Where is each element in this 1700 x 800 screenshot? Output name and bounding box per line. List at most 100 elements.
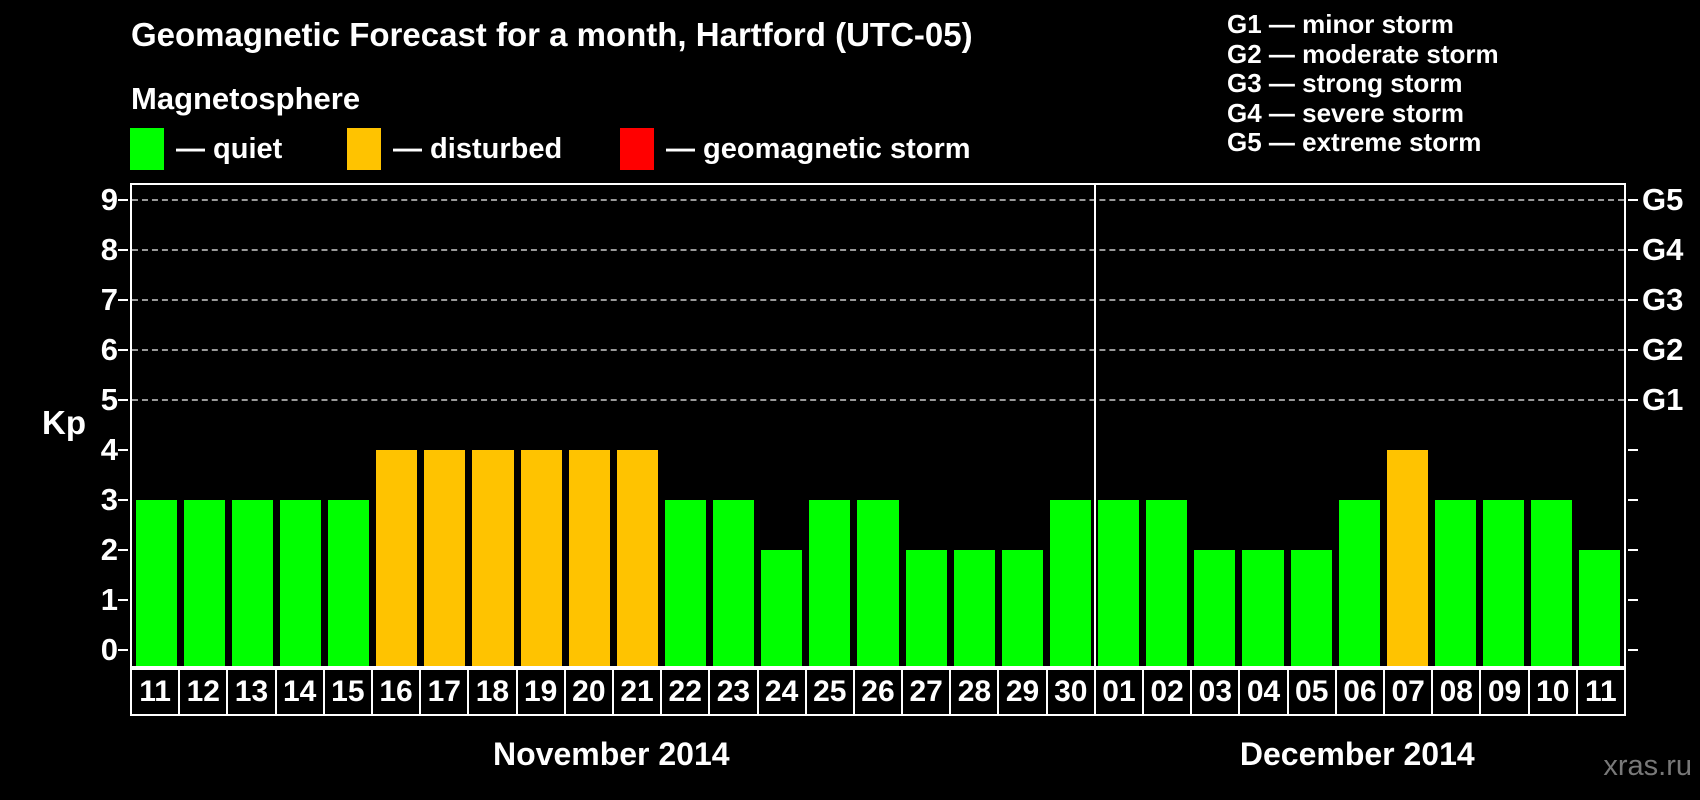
kp-bar <box>1386 450 1428 666</box>
y-tick-label: 4 <box>100 432 118 467</box>
kp-bar <box>1338 500 1380 666</box>
day-cell: 17 <box>421 670 468 714</box>
day-cell: 24 <box>758 670 805 714</box>
legend-item-quiet: — quiet <box>130 128 282 170</box>
y-tick-label: 3 <box>100 482 118 517</box>
magnetosphere-subtitle: Magnetosphere <box>131 81 361 116</box>
day-cell: 26 <box>854 670 902 714</box>
gridline-kp6 <box>132 349 1624 351</box>
y-tick-label: 8 <box>100 232 118 267</box>
day-cell: 06 <box>1336 670 1384 714</box>
day-cell: 11 <box>132 670 179 714</box>
month-label: November 2014 <box>492 736 730 772</box>
legend-swatch-quiet-icon <box>130 128 164 170</box>
kp-bar <box>424 450 466 666</box>
day-cell: 29 <box>999 670 1046 714</box>
storm-scale-legend-line: G3 — strong storm <box>1227 68 1463 98</box>
g-level-label-G2: G2 <box>1642 332 1684 367</box>
storm-scale-legend-line: G2 — moderate storm <box>1227 38 1499 69</box>
kp-bar <box>809 500 851 666</box>
gridline-kp9 <box>132 199 1624 201</box>
day-cell: 12 <box>180 670 227 714</box>
kp-bar <box>183 500 225 666</box>
kp-bar <box>1483 500 1525 666</box>
day-cell: 23 <box>710 670 757 714</box>
watermark: xras.ru <box>1603 750 1692 782</box>
day-cell: 11 <box>1577 670 1624 714</box>
month-label: December 2014 <box>1239 736 1475 772</box>
kp-bar <box>761 550 803 666</box>
gridline-kp5 <box>132 399 1624 401</box>
y-tick-label: 5 <box>100 382 118 417</box>
g-level-label-G1: G1 <box>1642 382 1684 417</box>
legend-item-disturbed: — disturbed <box>347 128 562 170</box>
y-axis-tick-right <box>1628 499 1638 501</box>
day-cell: 02 <box>1144 670 1191 714</box>
y-tick-label: 9 <box>100 182 118 217</box>
kp-bar <box>953 550 995 666</box>
y-axis-tick-right <box>1628 599 1638 601</box>
day-cell: 16 <box>372 670 420 714</box>
legend-item-label: — geomagnetic storm <box>666 132 971 165</box>
g-level-label-G3: G3 <box>1642 282 1684 317</box>
day-cell: 21 <box>613 670 661 714</box>
day-cell: 27 <box>903 670 950 714</box>
legend-swatch-storm-icon <box>620 128 654 170</box>
y-tick-label: 7 <box>100 282 118 317</box>
y-tick-label: 1 <box>100 582 118 617</box>
day-cell: 08 <box>1433 670 1480 714</box>
storm-scale-legend: G1 — minor storm G2 — moderate storm G3 — … <box>1227 9 1499 158</box>
y-axis-tick-left <box>118 549 128 551</box>
day-cell: 18 <box>469 670 516 714</box>
day-label-row: 11 12 13 14 15 16 17 18 19 20 21 22 23 24 25 26 27 28 29 30… <box>130 668 1626 716</box>
y-axis-tick-left <box>118 199 128 201</box>
kp-bar <box>1242 550 1284 666</box>
kp-bar <box>857 500 899 666</box>
y-tick-label: 6 <box>100 332 118 367</box>
storm-scale-legend-line: G4 — severe storm <box>1227 97 1465 128</box>
storm-scale-legend-line: G5 — extreme storm <box>1227 127 1482 157</box>
g-level-label-G5: G5 <box>1642 182 1684 217</box>
legend-swatch-disturbed-icon <box>347 128 381 170</box>
kp-bar <box>1579 550 1621 666</box>
y-tick-label: 2 <box>100 532 118 567</box>
plot-area <box>118 183 1638 668</box>
kp-bar <box>135 500 177 666</box>
storm-scale-legend-line: G1 — minor storm <box>1227 9 1454 39</box>
day-cell: 19 <box>517 670 564 714</box>
day-cell: 10 <box>1529 670 1576 714</box>
kp-bar <box>1434 500 1477 666</box>
y-axis-tick-right <box>1628 249 1638 251</box>
gridline-kp8 <box>132 249 1624 251</box>
kp-bar <box>472 450 514 666</box>
y-axis-tick-right <box>1628 399 1638 401</box>
kp-bar <box>905 550 947 666</box>
day-cell: 01 <box>1095 670 1143 714</box>
day-cell: 15 <box>324 670 371 714</box>
kp-axis-label: Kp <box>42 404 86 441</box>
y-axis-tick-right <box>1628 299 1638 301</box>
day-cell: 22 <box>662 670 709 714</box>
day-cell: 03 <box>1192 670 1239 714</box>
y-axis-tick-right <box>1628 449 1638 451</box>
y-axis-tick-left <box>118 649 128 651</box>
y-axis-tick-left <box>118 349 128 351</box>
legend-item-label: — disturbed <box>393 132 563 165</box>
y-axis-tick-right <box>1628 199 1638 201</box>
kp-bar <box>616 450 658 666</box>
y-axis-tick-left <box>118 249 128 251</box>
y-tick-label: 0 <box>100 632 118 667</box>
g-level-label-G4: G4 <box>1642 232 1684 267</box>
kp-bar <box>1001 550 1043 666</box>
page-title: Geomagnetic Forecast for a month, Hartfo… <box>131 16 973 53</box>
legend-item-storm: — geomagnetic storm <box>620 128 971 170</box>
kp-bar <box>1146 500 1188 666</box>
y-axis-tick-left <box>118 499 128 501</box>
legend-item-label: — quiet <box>176 132 283 165</box>
day-cell: 07 <box>1385 670 1432 714</box>
day-cell: 25 <box>806 670 853 714</box>
day-cell: 09 <box>1481 670 1528 714</box>
day-cell: 30 <box>1047 670 1094 714</box>
month-separator <box>1093 185 1096 666</box>
